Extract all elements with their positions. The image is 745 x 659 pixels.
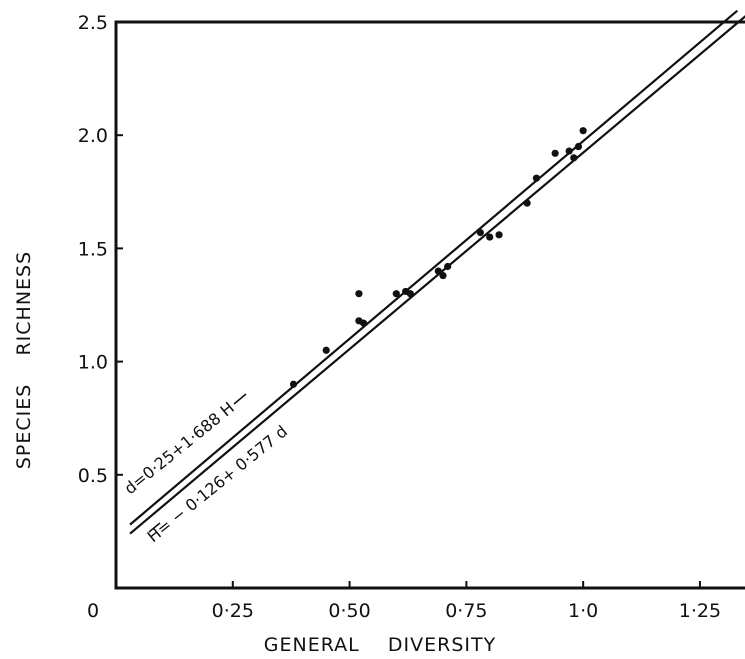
x-tick-label: 1·0 (568, 600, 598, 622)
x-tick-label: 0·25 (212, 600, 254, 622)
y-tick-label: 2.0 (78, 125, 108, 147)
plot-frame (114, 20, 745, 590)
y-tick-label: 1.5 (78, 238, 108, 260)
y-tick-label: 1.0 (78, 352, 108, 374)
data-point (476, 228, 484, 237)
data-points (289, 127, 587, 388)
data-point (322, 346, 330, 354)
x-axis-title: GENERAL DIVERSITY (264, 634, 496, 656)
data-point (551, 149, 559, 157)
equation-1-overbar (233, 393, 247, 405)
x-tick-label: 0·75 (445, 600, 487, 622)
data-point (359, 319, 368, 327)
y-tick-label: 0.5 (78, 465, 108, 487)
data-point (439, 271, 447, 280)
data-point (406, 290, 414, 298)
data-point (532, 174, 541, 182)
y-axis-title: SPECIES RICHNESS (13, 251, 35, 469)
equation-label-2: H= − 0·126+ 0·577 d (144, 422, 291, 546)
data-point (579, 127, 587, 135)
data-point (392, 290, 400, 298)
regression-line-1 (129, 9, 739, 526)
y-tick-label: 2.5 (78, 12, 108, 34)
data-point (486, 233, 494, 241)
data-point (444, 262, 452, 271)
data-point (434, 267, 442, 275)
data-point (523, 199, 531, 207)
y-axis-ticks: 0.5 1.0 1.5 2.0 2.5 (78, 12, 123, 487)
x-tick-label: 0·50 (328, 600, 370, 622)
data-point (570, 154, 578, 162)
data-point (355, 290, 363, 298)
data-point (289, 380, 298, 388)
data-point (565, 147, 573, 155)
data-point (495, 231, 503, 239)
x-tick-label: 1·25 (679, 600, 721, 622)
origin-label: 0 (87, 600, 99, 622)
equation-2-overbar (148, 522, 161, 533)
x-axis-ticks: 0·25 0·50 0·75 1·0 1·25 (212, 581, 721, 622)
data-point (574, 142, 583, 151)
